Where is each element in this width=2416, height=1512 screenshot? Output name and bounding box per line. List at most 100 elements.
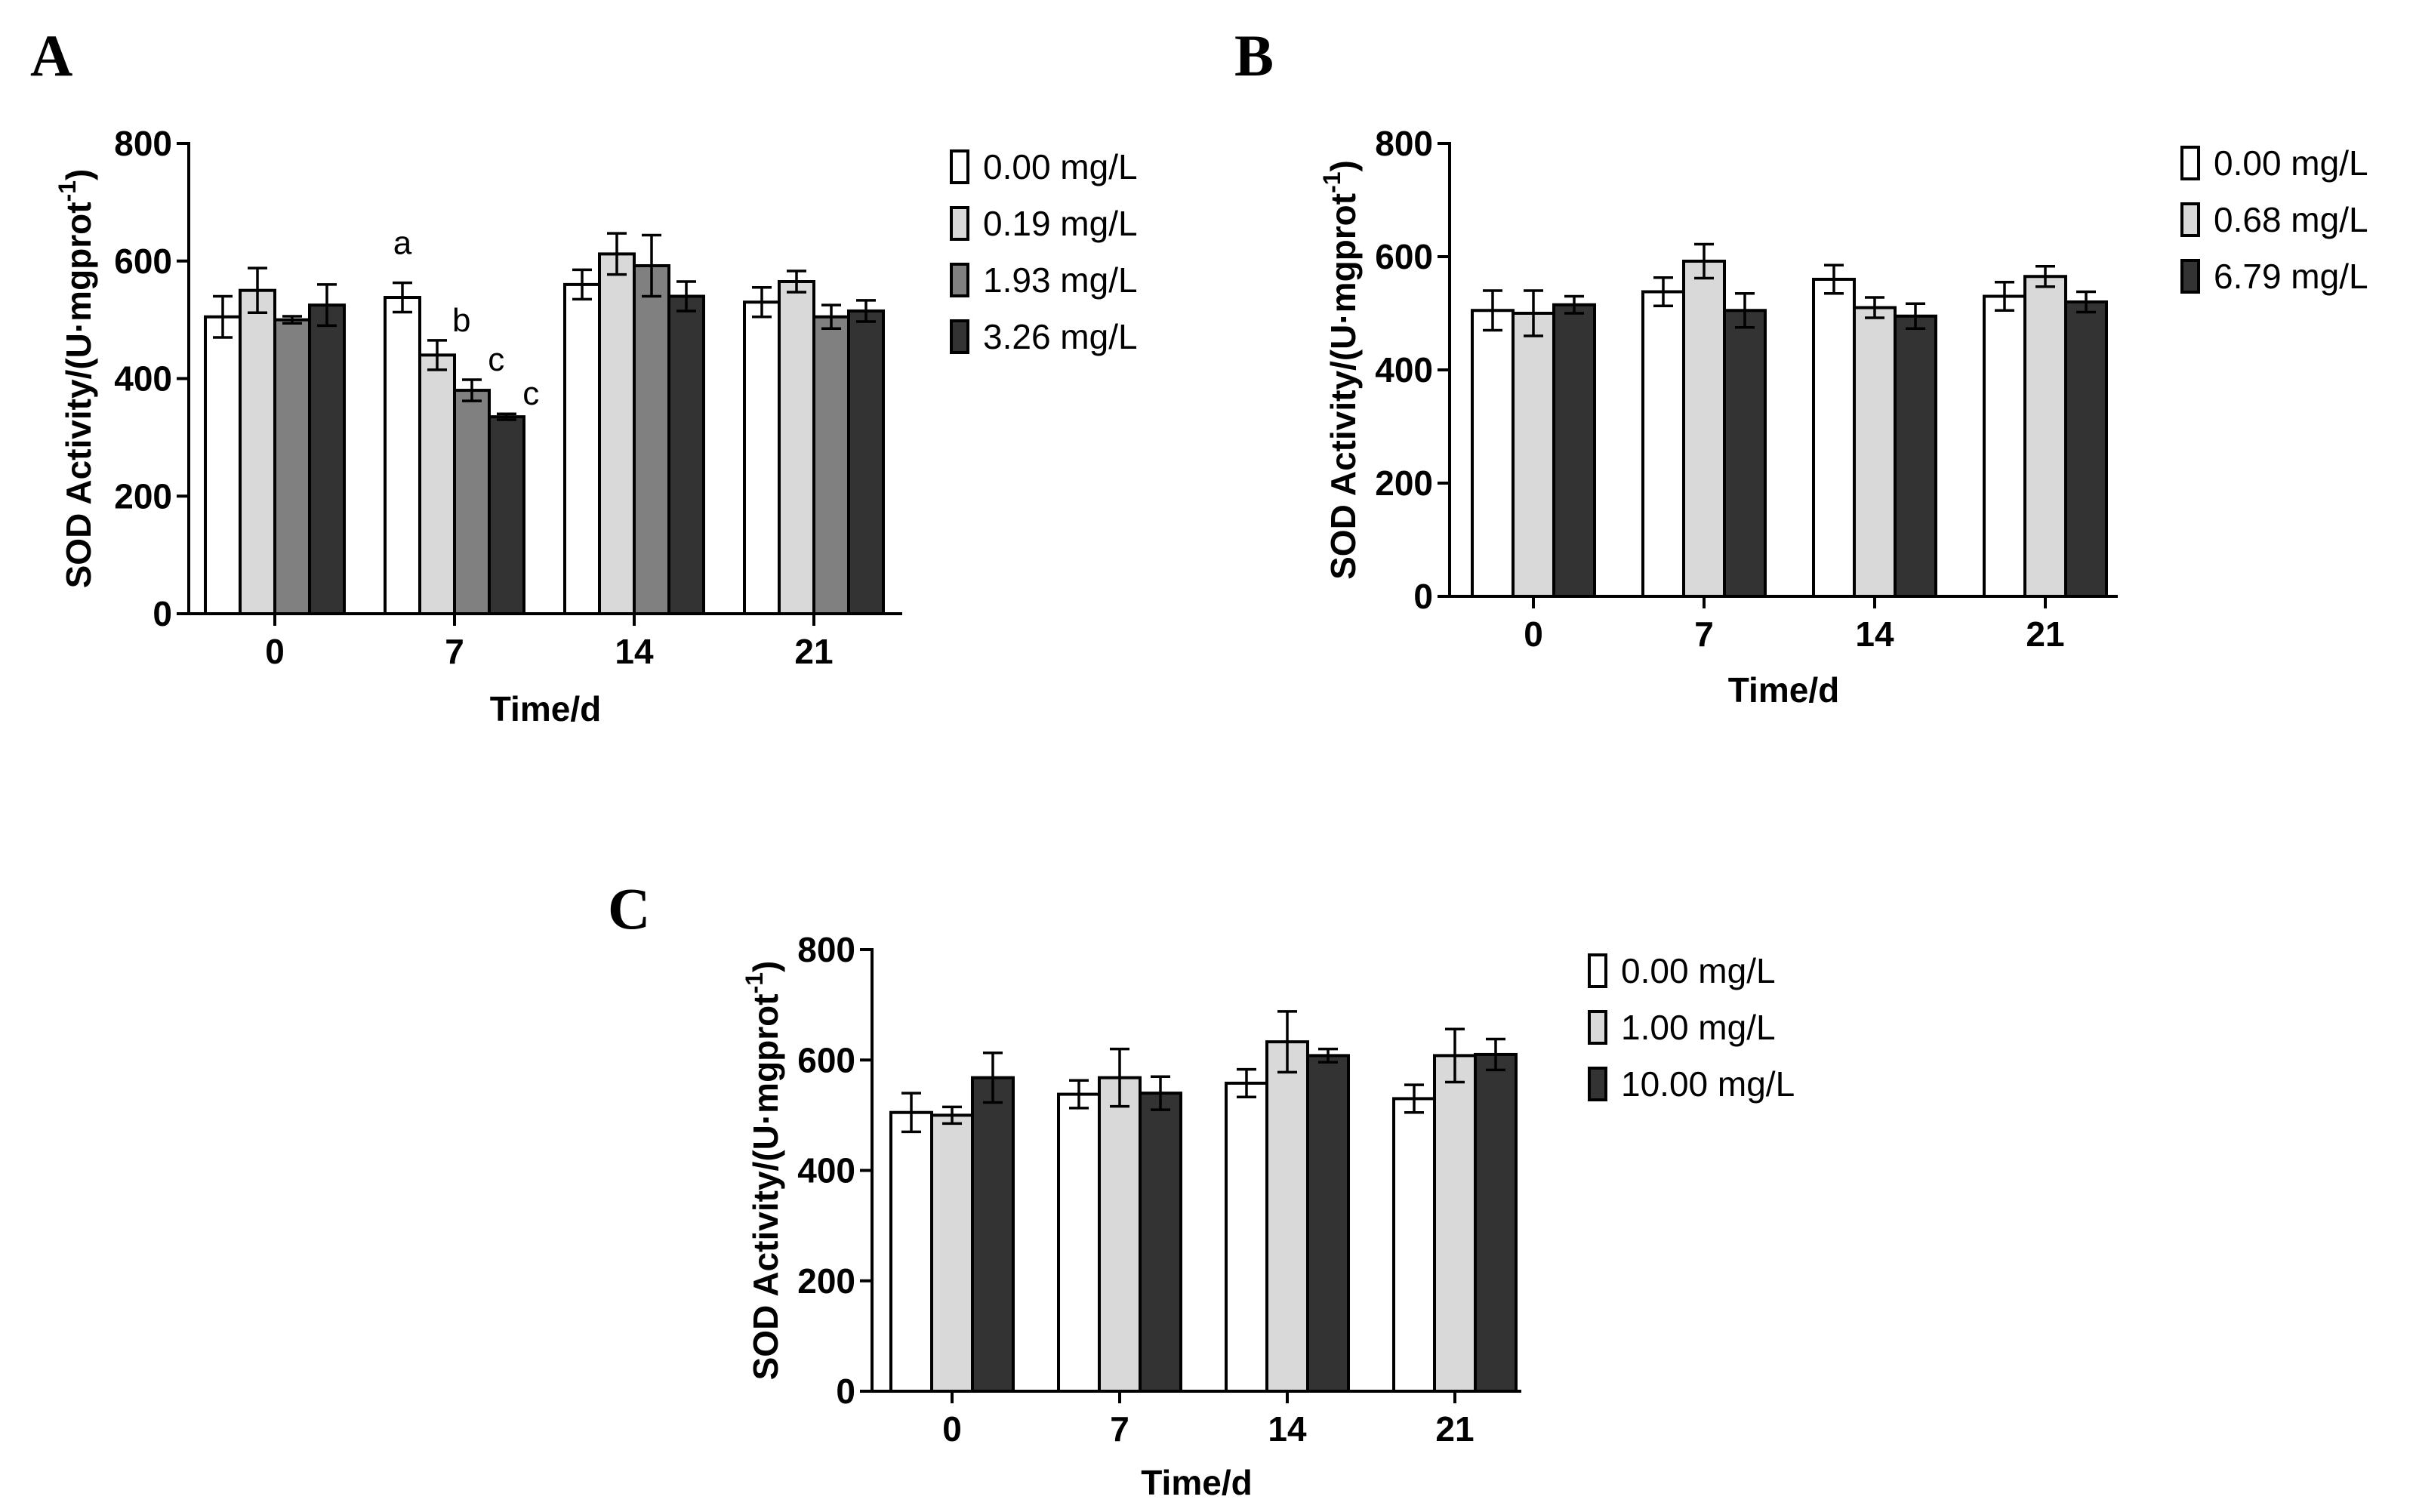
bar-0-series-3 (308, 303, 346, 615)
legend-label: 6.79 mg/L (2214, 257, 2368, 296)
legend-swatch (2180, 259, 2200, 294)
x-axis-title: Time/d (490, 689, 601, 728)
y-tick-label: 400 (114, 359, 172, 399)
error-bar-0-series-2 (282, 315, 302, 325)
y-tick-label: 600 (114, 242, 172, 281)
legend-label: 0.00 mg/L (1621, 951, 1776, 990)
x-axis-title: Time/d (1141, 1463, 1252, 1502)
x-tick-label: 21 (2026, 614, 2064, 654)
legend-swatch (1588, 1010, 1607, 1045)
error-bar-14-series-0 (1824, 263, 1844, 295)
bar-0-series-0 (889, 1110, 933, 1393)
bar-14-series-0 (1812, 278, 1856, 598)
y-axis-title-superscript: -1 (741, 972, 768, 993)
bar-0-series-1 (1512, 312, 1555, 598)
legend-label: 1.00 mg/L (1621, 1008, 1776, 1047)
chart-panel-b: B 0 200 400 600 800 0 7 14 21 Time/d SOD Activity/(… (1234, 23, 2368, 710)
legend-label: 10.00 mg/L (1621, 1064, 1795, 1104)
legend-swatch (950, 263, 969, 297)
error-bar-14-series-0 (572, 268, 592, 301)
y-tick-label: 600 (1375, 237, 1433, 276)
legend-swatch (950, 206, 969, 241)
y-tick-label: 400 (797, 1151, 855, 1190)
error-bar-7-series-2 (1151, 1075, 1170, 1111)
bar-21-series-1 (778, 280, 815, 615)
bar-0-series-0 (1471, 309, 1515, 598)
bar-0-series-1 (930, 1113, 974, 1393)
error-bar-14-series-2 (1906, 302, 1925, 330)
y-axis-title-close: ) (746, 961, 785, 972)
bar-0-series-2 (273, 318, 311, 615)
y-axis-title-main: SOD Activity/(U·mgprot (1324, 193, 1363, 580)
bar-14-series-1 (1853, 306, 1897, 598)
error-bar-0-series-0 (1483, 289, 1502, 332)
panel-letter: B (1234, 23, 1274, 88)
x-tick-label: 21 (1435, 1409, 1474, 1449)
x-tick-label: 0 (942, 1409, 962, 1449)
y-tick-label: 0 (153, 594, 172, 633)
bar-14-series-2 (1894, 314, 1937, 598)
bar-7-series-0 (1641, 290, 1685, 598)
x-tick-label: 14 (615, 632, 654, 671)
y-tick-label: 800 (1375, 124, 1433, 163)
error-bar-0-series-2 (1564, 294, 1584, 315)
y-tick-label: 200 (114, 476, 172, 516)
error-bar-7-series-1 (1110, 1047, 1129, 1108)
x-tick-label: 7 (1110, 1409, 1129, 1449)
bar-7-series-1 (1682, 260, 1726, 598)
x-axis-title: Time/d (1728, 670, 1839, 710)
error-bar-21-series-2 (2076, 290, 2096, 314)
bar-14-series-1 (1265, 1040, 1309, 1393)
bar-0-series-2 (971, 1076, 1015, 1393)
error-bar-0-series-1 (1524, 289, 1543, 337)
error-bar-7-series-0 (1653, 276, 1673, 307)
legend: 0.00 mg/L 0.19 mg/L 1.93 mg/L 3.26 mg/L (950, 147, 1138, 356)
legend-label: 0.19 mg/L (983, 204, 1138, 243)
bar-0-series-2 (1552, 303, 1596, 598)
error-bar-7-series-0 (1069, 1079, 1089, 1110)
y-tick-label: 0 (836, 1372, 855, 1411)
significance-letter: c (488, 341, 504, 378)
significance-letter: a (393, 225, 412, 262)
error-bar-14-series-2 (1318, 1047, 1338, 1064)
y-axis-title-close: ) (59, 169, 98, 180)
error-bar-21-series-0 (1995, 281, 2014, 312)
y-tick-label: 800 (797, 930, 855, 969)
error-bar-7-series-1 (427, 339, 447, 371)
bar-14-series-3 (667, 294, 705, 615)
bar-0-series-1 (239, 288, 276, 615)
error-bar-7-series-3 (497, 412, 516, 421)
bar-21-series-1 (1433, 1054, 1477, 1393)
legend-label: 0.00 mg/L (2214, 143, 2368, 183)
error-bar-7-series-0 (393, 281, 412, 314)
legend-swatch (2180, 202, 2200, 237)
error-bar-0-series-3 (317, 283, 337, 328)
x-tick-label: 7 (1694, 614, 1714, 654)
y-axis-title-superscript: -1 (1318, 171, 1345, 192)
error-bar-14-series-0 (1237, 1067, 1256, 1098)
bar-14-series-1 (598, 252, 636, 615)
bar-21-series-2 (812, 315, 850, 615)
error-bar-0-series-1 (942, 1105, 962, 1126)
significance-letter: c (522, 375, 539, 412)
bar-7-series-0 (1057, 1092, 1101, 1393)
bar-14-series-0 (1225, 1081, 1268, 1393)
error-bar-14-series-3 (676, 280, 696, 313)
bar-21-series-2 (1474, 1052, 1518, 1393)
error-bar-14-series-2 (642, 233, 661, 298)
bar-7-series-1 (418, 353, 456, 615)
y-axis-title-main: SOD Activity/(U·mgprot (59, 202, 98, 588)
bar-0-series-0 (204, 315, 242, 615)
error-bar-0-series-2 (983, 1051, 1003, 1104)
y-tick-label: 200 (797, 1261, 855, 1301)
y-tick-label: 200 (1375, 463, 1433, 503)
x-tick-label: 7 (445, 632, 464, 671)
bar-21-series-1 (2023, 275, 2067, 598)
legend-swatch (950, 319, 969, 354)
y-tick-label: 400 (1375, 350, 1433, 390)
legend: 0.00 mg/L 0.68 mg/L 6.79 mg/L (2180, 143, 2368, 296)
x-tick-label: 0 (265, 632, 285, 671)
legend-swatch (1588, 1067, 1607, 1101)
